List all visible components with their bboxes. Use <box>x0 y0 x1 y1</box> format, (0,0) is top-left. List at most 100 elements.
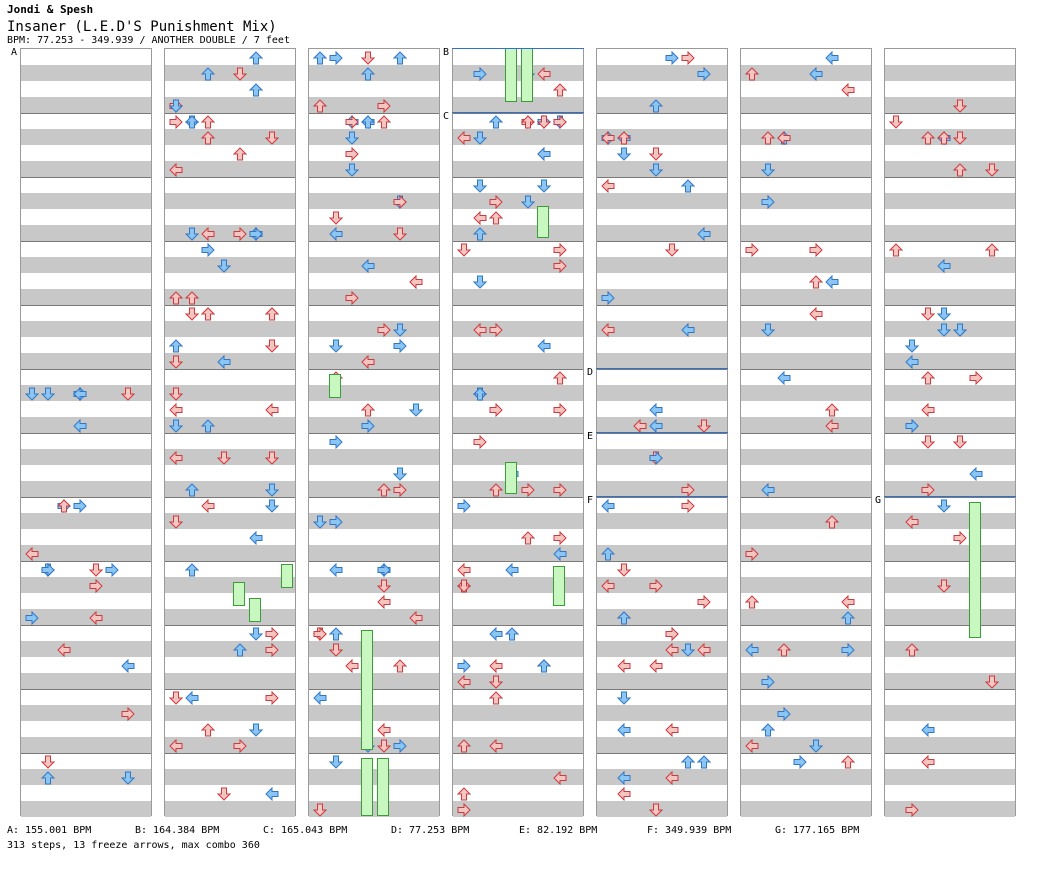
measure-line <box>309 113 439 114</box>
step-arrow <box>233 226 247 242</box>
step-arrow <box>457 674 471 690</box>
measure-line <box>885 113 1015 114</box>
measure-line <box>885 753 1015 754</box>
step-arrow <box>744 66 760 81</box>
step-arrow <box>841 82 855 98</box>
beat-stripe <box>453 449 583 465</box>
step-arrow <box>649 658 663 674</box>
step-arrow <box>329 434 343 450</box>
beat-stripe <box>597 385 727 401</box>
beat-stripe <box>885 193 1015 209</box>
step-arrow <box>312 802 328 817</box>
beat-stripe <box>453 641 583 657</box>
step-arrow <box>473 210 487 226</box>
step-arrow <box>328 210 344 225</box>
chart-meta: BPM: 77.253 - 349.939 / ANOTHER DOUBLE /… <box>7 35 290 46</box>
measure-line <box>597 689 727 690</box>
freeze-arrow <box>553 566 565 606</box>
step-arrow <box>489 738 503 754</box>
step-arrow <box>361 418 375 434</box>
step-arrow <box>392 226 408 241</box>
step-arrow <box>376 738 392 753</box>
beat-stripe <box>885 97 1015 113</box>
beat-stripe <box>309 289 439 305</box>
step-arrow <box>905 802 919 818</box>
measure-line <box>597 625 727 626</box>
step-arrow <box>489 402 503 418</box>
beat-stripe <box>741 161 871 177</box>
step-arrow <box>969 370 983 386</box>
measure-line <box>885 689 1015 690</box>
beat-stripe <box>309 161 439 177</box>
step-arrow <box>616 146 632 161</box>
step-arrow <box>520 114 536 129</box>
step-arrow <box>601 178 615 194</box>
beat-stripe <box>21 769 151 785</box>
measure-line <box>453 241 583 242</box>
step-arrow <box>248 722 264 737</box>
beat-stripe <box>741 257 871 273</box>
beat-stripe <box>597 65 727 81</box>
step-arrow <box>921 722 935 738</box>
beat-stripe <box>741 417 871 433</box>
step-arrow <box>953 530 967 546</box>
step-arrow <box>536 178 552 193</box>
step-arrow <box>233 738 247 754</box>
measure-column <box>740 48 872 817</box>
measure-line <box>741 561 871 562</box>
step-arrow <box>248 626 264 641</box>
beat-stripe <box>309 801 439 817</box>
artist-label: Jondi & Spesh <box>7 3 94 16</box>
legend-a: A: 155.001 BPM <box>7 825 92 836</box>
beat-stripe <box>165 129 295 145</box>
step-arrow <box>553 482 567 498</box>
step-arrow <box>552 370 568 385</box>
step-arrow <box>616 610 632 625</box>
beat-stripe <box>309 417 439 433</box>
step-arrow <box>264 338 280 353</box>
measure-line <box>453 177 583 178</box>
freeze-arrow <box>505 48 517 102</box>
step-arrow <box>392 658 408 673</box>
step-arrow <box>616 130 632 145</box>
measure-line <box>885 241 1015 242</box>
step-arrow <box>664 242 680 257</box>
beat-stripe <box>165 737 295 753</box>
beat-stripe <box>309 449 439 465</box>
measure-line <box>597 433 727 434</box>
measure-line <box>597 305 727 306</box>
step-arrow <box>121 706 135 722</box>
beat-stripe <box>453 513 583 529</box>
beat-stripe <box>885 321 1015 337</box>
step-arrow <box>200 418 216 433</box>
step-arrow <box>360 50 376 65</box>
freeze-arrow <box>377 758 389 816</box>
beat-stripe <box>165 513 295 529</box>
measure-line <box>741 497 871 498</box>
step-arrow <box>776 642 792 657</box>
beat-stripe <box>21 257 151 273</box>
step-arrow <box>936 306 952 321</box>
beat-stripe <box>309 545 439 561</box>
beat-stripe <box>165 65 295 81</box>
step-arrow <box>617 786 631 802</box>
step-arrow <box>361 354 375 370</box>
step-arrow <box>617 658 631 674</box>
measure-line <box>309 625 439 626</box>
beat-stripe <box>453 705 583 721</box>
step-arrow <box>345 290 359 306</box>
step-arrow <box>696 754 712 769</box>
step-arrow <box>697 226 711 242</box>
step-arrow <box>601 130 615 146</box>
step-arrow <box>328 642 344 657</box>
measure-line <box>885 497 1015 498</box>
step-arrow <box>377 562 391 578</box>
beat-stripe <box>309 193 439 209</box>
step-arrow <box>201 498 215 514</box>
step-arrow <box>937 258 951 274</box>
beat-stripe <box>597 641 727 657</box>
step-arrow <box>249 530 263 546</box>
freeze-arrow <box>969 502 981 638</box>
beat-stripe <box>885 577 1015 593</box>
step-arrow <box>473 322 487 338</box>
